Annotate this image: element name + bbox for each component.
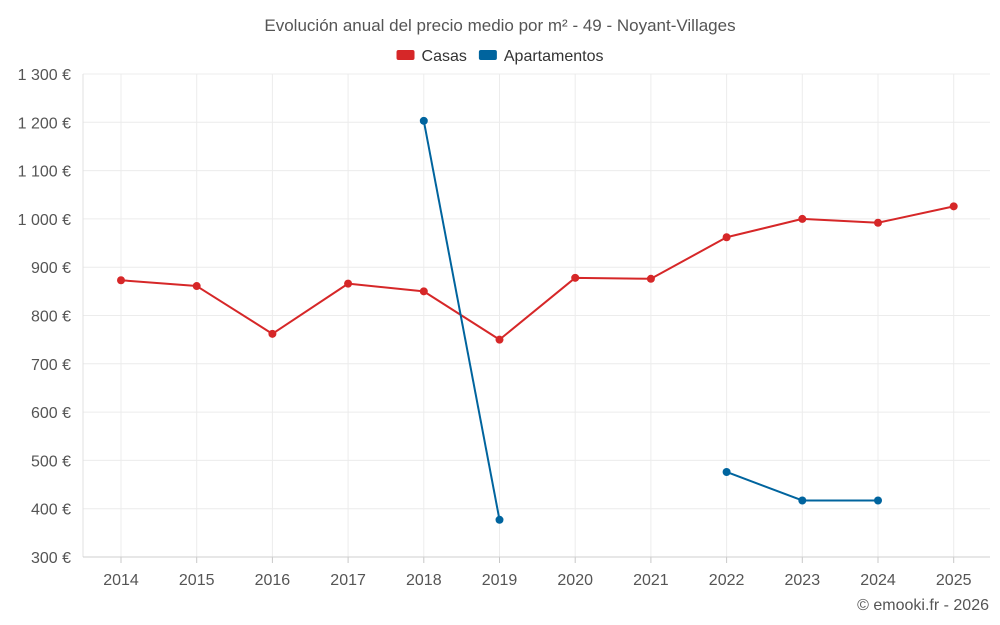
x-tick-label: 2019 xyxy=(482,572,518,589)
y-tick-label: 300 € xyxy=(31,550,71,567)
legend-swatch xyxy=(396,50,415,60)
data-point-apartamentos[interactable] xyxy=(495,515,504,524)
data-point-casas[interactable] xyxy=(571,273,580,282)
y-tick-label: 700 € xyxy=(31,357,71,374)
axes: 300 € 400 € 500 € 600 € 700 € 800 € 900 € 1 000… xyxy=(18,67,990,589)
legend-label: Casas xyxy=(422,48,467,65)
data-point-casas[interactable] xyxy=(722,233,731,242)
y-tick-label: 400 € xyxy=(31,502,71,519)
chart-title: Evolución anual del precio medio por m² … xyxy=(264,16,735,35)
x-tick-label: 2016 xyxy=(255,572,291,589)
x-tick-label: 2021 xyxy=(633,572,669,589)
y-tick-label: 600 € xyxy=(31,405,71,422)
data-point-casas[interactable] xyxy=(798,214,807,223)
y-tick-label: 1 300 € xyxy=(18,67,71,84)
y-tick-label: 800 € xyxy=(31,309,71,326)
data-point-apartamentos[interactable] xyxy=(874,496,882,505)
data-point-casas[interactable] xyxy=(646,274,655,283)
credit-text: © emooki.fr - 2026 xyxy=(857,597,989,614)
legend-swatch xyxy=(478,50,497,60)
data-point-casas[interactable] xyxy=(874,218,882,227)
data-point-casas[interactable] xyxy=(117,276,125,285)
x-tick-label: 2020 xyxy=(557,572,593,589)
legend-item-apartamentos[interactable]: Apartamentos xyxy=(478,48,604,65)
data-point-casas[interactable] xyxy=(268,329,277,338)
series-line-casas xyxy=(120,205,954,341)
x-tick-label: 2022 xyxy=(709,572,745,589)
series-layer xyxy=(117,116,958,524)
series-apartamentos xyxy=(419,116,882,524)
data-point-casas[interactable] xyxy=(949,202,958,211)
data-point-casas[interactable] xyxy=(419,287,428,296)
x-tick-label: 2023 xyxy=(785,572,821,589)
series-line-apartamentos xyxy=(422,120,501,520)
x-tick-label: 2017 xyxy=(330,572,366,589)
x-tick-label: 2018 xyxy=(406,572,442,589)
data-point-casas[interactable] xyxy=(344,279,353,288)
x-tick-label: 2024 xyxy=(860,572,896,589)
y-tick-label: 1 000 € xyxy=(18,212,71,229)
data-point-apartamentos[interactable] xyxy=(798,496,807,505)
legend-item-casas[interactable]: Casas xyxy=(396,48,467,65)
data-point-casas[interactable] xyxy=(192,282,201,291)
y-tick-label: 500 € xyxy=(31,453,71,470)
data-point-apartamentos[interactable] xyxy=(722,467,731,476)
series-casas xyxy=(117,202,958,344)
x-tick-label: 2014 xyxy=(103,572,139,589)
legend: Casas Apartamentos xyxy=(396,48,604,65)
data-point-casas[interactable] xyxy=(495,335,504,344)
y-tick-label: 900 € xyxy=(31,260,71,277)
x-tick-label: 2025 xyxy=(936,572,972,589)
grid xyxy=(83,73,990,557)
y-tick-label: 1 200 € xyxy=(18,115,71,132)
legend-label: Apartamentos xyxy=(504,48,604,65)
x-tick-label: 2015 xyxy=(179,572,215,589)
data-point-apartamentos[interactable] xyxy=(419,116,428,125)
y-tick-label: 1 100 € xyxy=(18,164,71,181)
